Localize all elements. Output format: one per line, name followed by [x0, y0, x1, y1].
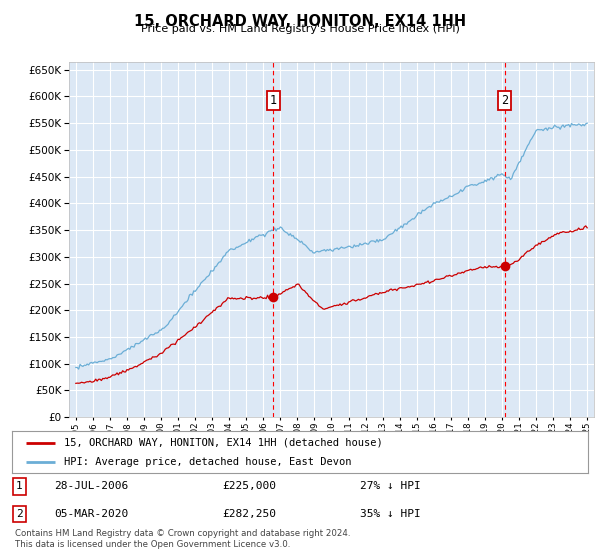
Text: HPI: Average price, detached house, East Devon: HPI: Average price, detached house, East… — [64, 457, 352, 467]
Text: £282,250: £282,250 — [222, 508, 276, 519]
Text: £225,000: £225,000 — [222, 482, 276, 492]
Text: 1: 1 — [16, 482, 23, 492]
Text: 2: 2 — [502, 94, 508, 107]
Text: 15, ORCHARD WAY, HONITON, EX14 1HH: 15, ORCHARD WAY, HONITON, EX14 1HH — [134, 14, 466, 29]
Text: 27% ↓ HPI: 27% ↓ HPI — [360, 482, 421, 492]
Text: Price paid vs. HM Land Registry's House Price Index (HPI): Price paid vs. HM Land Registry's House … — [140, 24, 460, 34]
Text: 15, ORCHARD WAY, HONITON, EX14 1HH (detached house): 15, ORCHARD WAY, HONITON, EX14 1HH (deta… — [64, 437, 383, 447]
Text: 2: 2 — [16, 508, 23, 519]
Text: Contains HM Land Registry data © Crown copyright and database right 2024.
This d: Contains HM Land Registry data © Crown c… — [15, 529, 350, 549]
Text: 28-JUL-2006: 28-JUL-2006 — [54, 482, 128, 492]
Text: 1: 1 — [269, 94, 277, 107]
Text: 35% ↓ HPI: 35% ↓ HPI — [360, 508, 421, 519]
Text: 05-MAR-2020: 05-MAR-2020 — [54, 508, 128, 519]
